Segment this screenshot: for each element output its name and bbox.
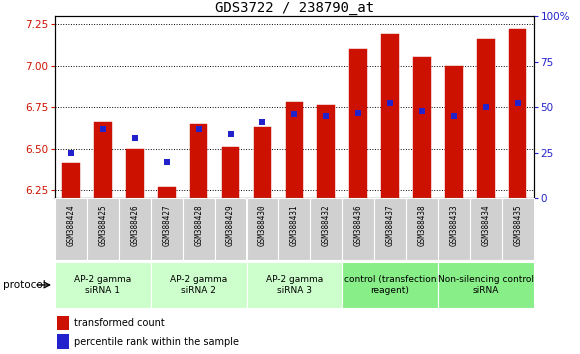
- Point: [385, 101, 394, 106]
- Bar: [87, 198, 119, 260]
- Bar: [502, 198, 534, 260]
- Point: [162, 159, 171, 165]
- Text: GSM388430: GSM388430: [258, 205, 267, 246]
- Point: [130, 135, 139, 141]
- Bar: [183, 198, 215, 260]
- Point: [417, 108, 426, 114]
- Text: protocol: protocol: [3, 280, 46, 290]
- Bar: [342, 262, 438, 308]
- Point: [321, 113, 331, 119]
- Text: GSM388437: GSM388437: [386, 205, 394, 246]
- Point: [226, 132, 235, 137]
- Bar: [317, 105, 335, 198]
- Text: GSM388428: GSM388428: [194, 205, 203, 246]
- Text: Non-silencing control
siRNA: Non-silencing control siRNA: [438, 275, 534, 295]
- Text: GSM388436: GSM388436: [354, 205, 362, 246]
- Bar: [126, 149, 144, 198]
- Bar: [57, 335, 70, 348]
- Bar: [222, 147, 240, 198]
- Bar: [445, 65, 463, 198]
- Bar: [470, 198, 502, 260]
- Text: AP-2 gamma
siRNA 2: AP-2 gamma siRNA 2: [170, 275, 227, 295]
- Bar: [381, 34, 399, 198]
- Text: GSM388429: GSM388429: [226, 205, 235, 246]
- Bar: [246, 262, 342, 308]
- Text: GSM388435: GSM388435: [513, 205, 522, 246]
- Point: [258, 119, 267, 125]
- Bar: [253, 127, 271, 198]
- Point: [449, 113, 458, 119]
- Bar: [55, 262, 151, 308]
- Text: transformed count: transformed count: [74, 318, 165, 328]
- Text: AP-2 gamma
siRNA 3: AP-2 gamma siRNA 3: [266, 275, 323, 295]
- Title: GDS3722 / 238790_at: GDS3722 / 238790_at: [215, 1, 374, 15]
- Text: AP-2 gamma
siRNA 1: AP-2 gamma siRNA 1: [74, 275, 132, 295]
- Bar: [285, 102, 303, 198]
- Point: [353, 110, 362, 115]
- Bar: [342, 198, 374, 260]
- Text: GSM388438: GSM388438: [418, 205, 426, 246]
- Bar: [215, 198, 246, 260]
- Point: [289, 112, 299, 117]
- Bar: [246, 198, 278, 260]
- Point: [66, 150, 75, 155]
- Bar: [406, 198, 438, 260]
- Bar: [94, 122, 112, 198]
- Bar: [374, 198, 406, 260]
- Bar: [438, 262, 534, 308]
- Text: GSM388432: GSM388432: [322, 205, 331, 246]
- Text: GSM388427: GSM388427: [162, 205, 171, 246]
- Bar: [151, 262, 246, 308]
- Point: [98, 126, 108, 132]
- Point: [513, 101, 522, 106]
- Bar: [57, 316, 70, 330]
- Bar: [477, 39, 495, 198]
- Text: GSM388434: GSM388434: [481, 205, 490, 246]
- Bar: [349, 49, 367, 198]
- Bar: [278, 198, 310, 260]
- Bar: [509, 29, 527, 198]
- Text: GSM388431: GSM388431: [290, 205, 299, 246]
- Text: GSM388424: GSM388424: [67, 205, 75, 246]
- Bar: [62, 164, 80, 198]
- Bar: [413, 57, 431, 198]
- Text: percentile rank within the sample: percentile rank within the sample: [74, 337, 239, 347]
- Bar: [438, 198, 470, 260]
- Bar: [151, 198, 183, 260]
- Text: GSM388433: GSM388433: [450, 205, 458, 246]
- Bar: [190, 124, 208, 198]
- Bar: [310, 198, 342, 260]
- Text: GSM388425: GSM388425: [99, 205, 107, 246]
- Point: [481, 104, 490, 110]
- Bar: [158, 187, 176, 198]
- Bar: [55, 198, 87, 260]
- Point: [194, 126, 203, 132]
- Text: GSM388426: GSM388426: [130, 205, 139, 246]
- Text: control (transfection
reagent): control (transfection reagent): [344, 275, 436, 295]
- Bar: [119, 198, 151, 260]
